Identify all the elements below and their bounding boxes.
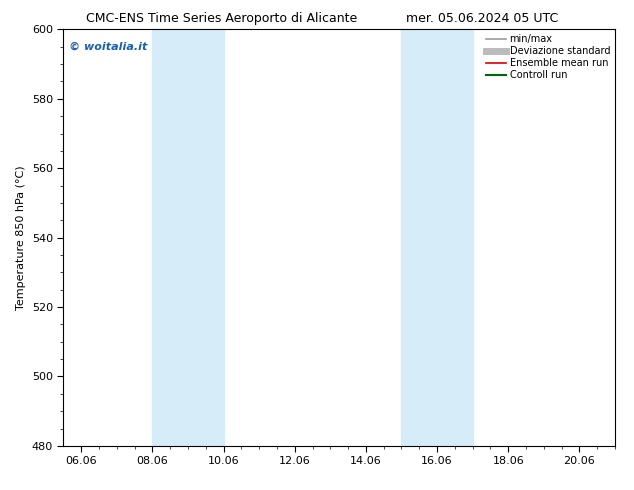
Text: CMC-ENS Time Series Aeroporto di Alicante: CMC-ENS Time Series Aeroporto di Alicant… bbox=[86, 12, 358, 25]
Bar bbox=[152, 29, 224, 446]
Text: © woitalia.it: © woitalia.it bbox=[69, 42, 147, 52]
Y-axis label: Temperature 850 hPa (°C): Temperature 850 hPa (°C) bbox=[16, 165, 26, 310]
Bar bbox=[401, 29, 472, 446]
Text: mer. 05.06.2024 05 UTC: mer. 05.06.2024 05 UTC bbox=[406, 12, 558, 25]
Legend: min/max, Deviazione standard, Ensemble mean run, Controll run: min/max, Deviazione standard, Ensemble m… bbox=[486, 34, 610, 80]
